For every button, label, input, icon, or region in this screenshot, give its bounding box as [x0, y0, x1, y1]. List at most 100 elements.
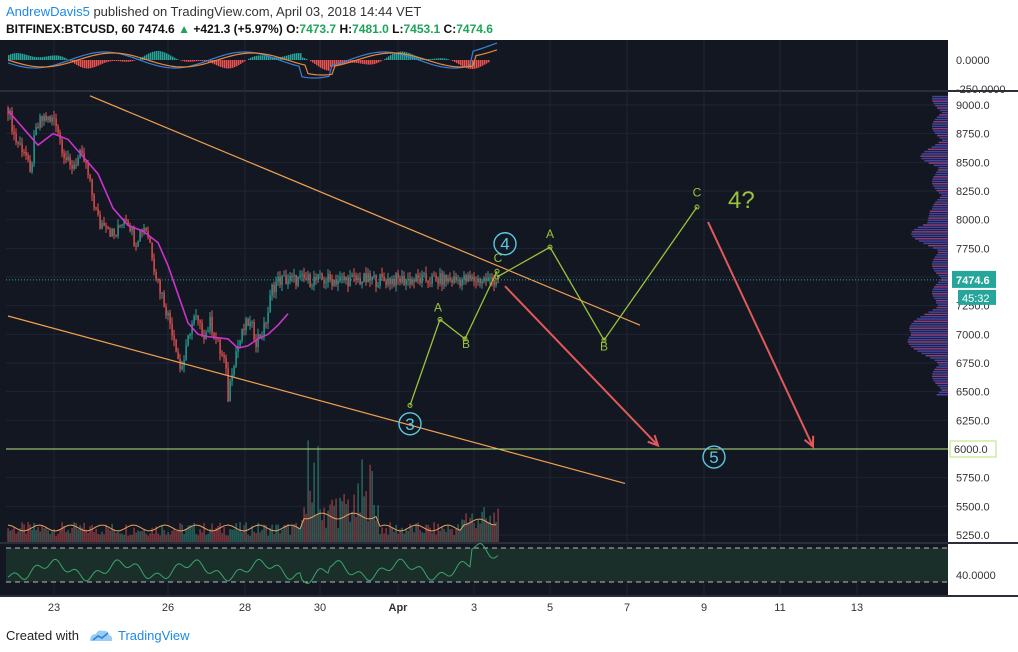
volume-profile-bar: [929, 212, 948, 215]
macd-histogram-bar: [462, 60, 464, 67]
wave-point: [437, 316, 443, 322]
macd-indicator: [7, 42, 498, 79]
volume-bar: [265, 525, 267, 542]
candle-body: [319, 273, 321, 275]
volume-bar: [41, 525, 43, 542]
macd-histogram-bar: [14, 53, 16, 60]
time-tick-label: 7: [624, 602, 630, 614]
tradingview-link[interactable]: TradingView: [118, 628, 190, 643]
volume-bar: [201, 532, 203, 542]
macd-histogram-bar: [468, 60, 470, 69]
candle-body: [127, 220, 129, 226]
candle-body: [145, 228, 147, 232]
macd-histogram-bar: [122, 60, 124, 62]
candle-body: [419, 277, 421, 284]
open-label: O:: [286, 22, 300, 36]
time-scale-background[interactable]: [0, 596, 1018, 620]
volume-bar: [263, 524, 265, 542]
volume-profile-bar: [932, 208, 948, 210]
open-value: 7473.7: [299, 22, 337, 36]
projection-arrow[interactable]: [707, 221, 814, 448]
macd-histogram-bar: [228, 60, 230, 69]
volume-bar: [241, 532, 243, 542]
volume-profile-bar: [936, 254, 948, 256]
elliott-wave-path[interactable]: [409, 270, 498, 406]
macd-histogram-bar: [290, 54, 292, 60]
candle-body: [35, 127, 37, 136]
volume-profile-bar: [910, 334, 948, 336]
candle-body: [151, 242, 153, 259]
macd-histogram-bar: [146, 54, 148, 60]
macd-histogram-bar: [418, 57, 420, 60]
macd-histogram-bar: [324, 60, 326, 70]
macd-histogram-bar: [388, 56, 390, 60]
volume-profile-bar: [928, 162, 948, 164]
volume-profile-bar: [933, 130, 948, 132]
macd-histogram-bar: [38, 57, 40, 60]
wave-point: [407, 402, 413, 408]
time-tick-label: 3: [471, 602, 477, 614]
volume-profile-bar: [940, 279, 948, 281]
price-tick-label: 5750.0: [956, 473, 990, 485]
macd-histogram-bar: [378, 60, 380, 63]
volume-bar: [199, 529, 201, 542]
author-link[interactable]: AndrewDavis5: [6, 4, 90, 19]
candle-body: [15, 134, 17, 143]
volume-bar: [329, 504, 331, 542]
macd-histogram-bar: [244, 60, 246, 62]
volume-profile-bar: [924, 313, 948, 316]
candle-body: [153, 258, 155, 273]
volume-bar: [91, 524, 93, 542]
volume-bar: [253, 531, 255, 542]
macd-histogram-bar: [394, 53, 396, 60]
volume-bar: [37, 526, 39, 542]
elliott-wave-path[interactable]: [496, 206, 698, 342]
candle-body: [67, 156, 69, 160]
macd-histogram-bar: [26, 54, 28, 60]
time-tick-label: 5: [547, 602, 553, 614]
volume-profile-bar: [907, 341, 948, 343]
publish-line: AndrewDavis5 published on TradingView.co…: [6, 4, 421, 19]
volume-bar: [453, 534, 455, 542]
macd-histogram-bar: [322, 60, 324, 69]
macd-histogram-bar: [400, 51, 402, 60]
volume-profile-bar: [936, 306, 948, 309]
macd-histogram-bar: [184, 60, 186, 62]
volume-bar: [431, 532, 433, 542]
volume-bar: [497, 508, 499, 542]
candle-body: [53, 117, 55, 119]
chart-canvas[interactable]: 9000.08750.08500.08250.08000.07750.07500…: [0, 40, 1018, 620]
volume-profile-bar: [934, 256, 948, 258]
candle-body: [187, 335, 189, 346]
candle-body: [241, 328, 243, 341]
macd-histogram-bar: [482, 60, 484, 66]
macd-histogram-bar: [404, 51, 406, 60]
volume-profile-bar: [939, 114, 948, 116]
price-scale-background[interactable]: [948, 40, 1018, 596]
candle-body: [257, 334, 259, 347]
volume-bar: [11, 529, 13, 542]
price-tick-label: 6750.0: [956, 358, 990, 370]
volume-bar: [449, 529, 451, 542]
macd-histogram-bar: [154, 51, 156, 60]
projection-arrow[interactable]: [504, 285, 659, 447]
candle-body: [451, 280, 453, 283]
volume-bar: [23, 524, 25, 542]
candle-body: [63, 153, 65, 158]
candle-body: [297, 276, 299, 286]
channel-upper-line[interactable]: [89, 95, 641, 326]
price-tick-label: 7000.0: [956, 329, 990, 341]
volume-bar: [7, 528, 9, 542]
volume-bar: [39, 531, 41, 542]
channel-lower-line[interactable]: [7, 315, 626, 484]
volume-bar: [325, 527, 327, 542]
macd-histogram-bar: [8, 55, 10, 60]
candle-body: [253, 322, 255, 340]
chart-background: [0, 40, 1018, 620]
candle-body: [99, 214, 101, 229]
candle-body: [131, 228, 133, 232]
volume-bar: [391, 527, 393, 542]
support-price-label: 6000.0: [954, 444, 988, 456]
created-with-text: Created with: [6, 628, 79, 643]
macd-histogram-bar: [166, 53, 168, 60]
